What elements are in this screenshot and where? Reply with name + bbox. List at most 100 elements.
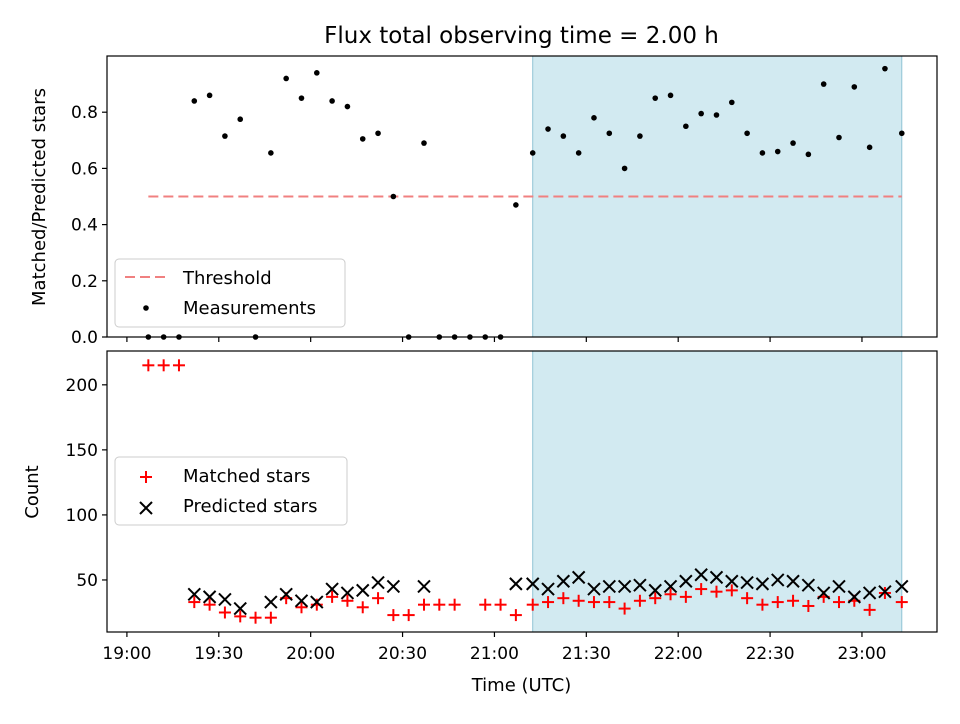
matched-star-point [710, 585, 723, 598]
legend-measurements-swatch [143, 305, 149, 311]
predicted-star-point [279, 587, 293, 601]
measurement-point [774, 148, 781, 155]
bottom-y-tick-label: 200 [66, 376, 98, 396]
matched-star-point [633, 594, 646, 607]
matched-star-point [157, 359, 170, 372]
predicted-star-point [187, 587, 201, 601]
x-tick-label: 19:30 [194, 644, 243, 664]
predicted-star-point [694, 568, 708, 582]
matched-star-point [526, 598, 539, 611]
predicted-star-point [617, 579, 632, 594]
predicted-star-point [340, 586, 355, 600]
predicted-star-points [187, 568, 909, 616]
measurement-point [375, 130, 381, 137]
predicted-star-point [740, 575, 754, 590]
predicted-star-point [356, 583, 370, 598]
predicted-star-point [571, 570, 586, 585]
matched-star-point [695, 583, 708, 596]
measurement-points [145, 65, 905, 340]
predicted-star-point [771, 573, 785, 587]
predicted-star-point [709, 570, 724, 585]
matched-star-point [479, 598, 492, 611]
bottom-panel: 50 100 150 200 19:00 19:30 20:00 20:30 21:00 21:… [22, 350, 938, 696]
x-tick-label: 21:00 [470, 644, 519, 664]
bottom-legend: Matched stars Predicted stars [114, 456, 348, 526]
measurement-point [759, 150, 766, 156]
measurement-point [575, 150, 582, 156]
x-tick-label: 19:00 [102, 644, 151, 664]
measurement-point [683, 123, 689, 130]
measurement-point [206, 92, 213, 99]
matched-star-point [402, 609, 415, 622]
predicted-star-point [648, 583, 662, 598]
matched-star-point [603, 596, 616, 609]
matched-star-point [572, 594, 585, 607]
measurement-point [560, 133, 567, 139]
matched-star-point [832, 596, 845, 609]
measurement-point [790, 140, 796, 146]
matched-star-point [341, 594, 354, 607]
legend-predicted-swatch [139, 501, 153, 515]
measurement-point [713, 112, 720, 118]
measurement-point [637, 133, 643, 139]
matched-star-point [142, 359, 155, 372]
measurement-point [191, 98, 198, 104]
x-axis-label: Time (UTC) [471, 675, 572, 696]
measurement-point [836, 134, 842, 141]
matched-star-point [587, 596, 600, 609]
x-tick-label: 21:30 [562, 644, 611, 664]
matched-star-point [863, 603, 876, 616]
predicted-star-point [801, 578, 816, 592]
predicted-star-point [218, 592, 232, 607]
top-legend: Threshold Measurements [114, 258, 346, 328]
bottom-y-ticks: 50 100 150 200 [66, 376, 107, 591]
bottom-y-tick-label: 100 [66, 506, 98, 526]
matched-star-point [203, 598, 216, 611]
measurement-point [882, 65, 888, 72]
x-tick-label: 20:00 [286, 644, 335, 664]
legend-matched-swatch [140, 471, 152, 483]
measurement-point [652, 95, 659, 101]
matched-star-point [417, 598, 430, 611]
measurement-point [698, 110, 704, 117]
predicted-star-point [325, 582, 339, 596]
predicted-star-point [878, 584, 892, 599]
measurement-point [851, 84, 858, 90]
predicted-star-point [602, 579, 616, 594]
measurement-point [268, 150, 274, 156]
matched-star-point [756, 598, 769, 611]
measurement-point [744, 130, 750, 137]
measurement-point [591, 115, 597, 121]
top-legend-box [114, 258, 346, 328]
bottom-y-tick-label: 50 [76, 571, 98, 591]
matched-star-point [542, 596, 555, 609]
predicted-star-point [264, 595, 278, 609]
measurement-point [529, 150, 536, 156]
x-tick-label: 22:00 [654, 644, 703, 664]
measurement-point [545, 126, 551, 132]
predicted-star-point [816, 586, 831, 600]
matched-star-point [679, 590, 692, 603]
bottom-axes-frame [106, 350, 938, 633]
bottom-y-tick-label: 150 [66, 441, 98, 461]
measurement-point [222, 133, 228, 139]
matched-star-point [557, 592, 570, 605]
measurement-point [390, 193, 397, 200]
measurement-point [667, 92, 674, 99]
measurement-point [329, 98, 335, 104]
matched-star-point [725, 584, 738, 597]
bottom-x-ticks: 19:00 19:30 20:00 20:30 21:00 21:30 22:00 22:30… [102, 632, 886, 664]
predicted-star-point [587, 582, 601, 596]
predicted-star-point [556, 574, 571, 588]
matched-star-point [356, 601, 369, 614]
measurement-point [606, 130, 613, 137]
predicted-star-point [233, 601, 247, 616]
predicted-star-point [371, 575, 385, 590]
matched-star-point [249, 611, 262, 624]
predicted-star-point [202, 590, 217, 604]
measurement-point [513, 202, 519, 208]
matched-star-point [387, 609, 400, 622]
matched-star-point [802, 599, 815, 612]
top-y-tick-label: 0.4 [71, 216, 98, 236]
